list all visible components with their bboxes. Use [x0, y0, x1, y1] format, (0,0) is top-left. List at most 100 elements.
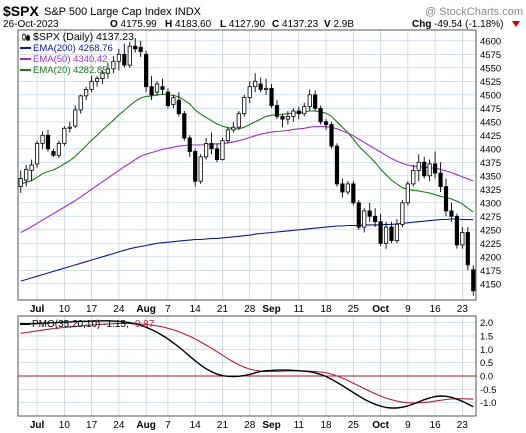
candle [133, 38, 138, 53]
candle [471, 265, 476, 296]
candle-body [454, 215, 460, 246]
x-tick-label: Sep [262, 304, 280, 315]
ohlc-item-c: C 4137.23 [272, 19, 319, 30]
watermark: @ StockCharts.com [425, 6, 523, 18]
price-tick-label: 4275 [480, 212, 501, 223]
candle-body [302, 106, 307, 115]
ema20-line [20, 93, 474, 213]
ohlc-item-h: H 4183.60 [165, 19, 212, 30]
price-tick-label: 4400 [480, 144, 501, 155]
ohlc-value: 4175.99 [118, 19, 157, 30]
candle [45, 129, 51, 152]
candle-body [62, 127, 67, 144]
x-tick-label: 16 [430, 304, 442, 315]
candle-body [356, 202, 361, 228]
ticker-symbol: $SPX [3, 3, 39, 19]
candle [356, 200, 361, 230]
price-tick-label: 4425 [480, 131, 501, 142]
candle [405, 181, 410, 206]
price-pane: 4150 4175 4200 4225 4250 4275 4300 4325 4350 4375… [17, 29, 501, 315]
pmo-pane: Jul 10 17 24 Aug 7 14 21 28 Sep 11 18 25 Oct 9 16 23 -1.0… [17, 315, 496, 431]
pmo-pane-frame [17, 315, 477, 417]
legend-icon-body [22, 34, 26, 40]
pmo-line [20, 320, 474, 409]
candle [465, 227, 470, 271]
candle [400, 200, 405, 228]
legend-icon-body [26, 35, 30, 41]
candle-body [160, 86, 165, 90]
candle [225, 127, 231, 144]
legend-label-ema200: EMA(200) 4268.76 [33, 43, 113, 54]
candle-body [204, 142, 209, 158]
candle-body [460, 232, 465, 246]
legend-label-ema20: EMA(20) 4282.85 [33, 65, 107, 76]
candle [411, 165, 416, 187]
candle-body [416, 161, 421, 171]
candle [34, 140, 40, 168]
candle [29, 159, 34, 182]
candle-body [465, 232, 470, 266]
price-tick-label: 4325 [480, 185, 501, 196]
candle-body [73, 109, 78, 127]
candle-body [351, 183, 356, 204]
candle-body [427, 163, 432, 177]
x-tick-label: 9 [405, 304, 411, 315]
ohlc-value: 4127.90 [226, 19, 265, 30]
candle-body [67, 126, 72, 129]
ohlc-row: O 4175.99 H 4183.60 L 4127.90 C 4137.23 V 2.… [110, 19, 354, 30]
candle [204, 138, 209, 160]
candle [182, 111, 187, 141]
candle [427, 159, 432, 182]
candle [220, 138, 225, 161]
candle-body [405, 183, 410, 204]
candle-body [231, 126, 236, 131]
candle-body [138, 46, 143, 52]
candle [171, 94, 176, 109]
legend-label-ema50: EMA(50) 4340.42 [33, 54, 107, 65]
candle-body [165, 91, 171, 106]
candle [422, 156, 427, 179]
candle-body [89, 80, 94, 90]
pmo-x-tick-label: 14 [190, 420, 202, 431]
candle [176, 92, 181, 117]
candle [111, 55, 116, 74]
candle-body [51, 151, 56, 156]
pmo-x-tick-label: 10 [59, 420, 71, 431]
candle [323, 119, 329, 130]
candle [378, 213, 383, 246]
pmo-x-tick-label: Sep [262, 420, 280, 431]
candle-body [329, 124, 334, 147]
candle-body [144, 53, 149, 88]
candle-body [334, 145, 340, 185]
candle [367, 202, 372, 222]
x-tick-label: 7 [165, 304, 171, 315]
pmo-legend-signal-value: -0.87 [132, 319, 155, 330]
ohlc-item-o: O 4175.99 [110, 19, 157, 30]
candle-body [433, 163, 438, 174]
ohlc-value: 4183.60 [172, 19, 211, 30]
candle [389, 221, 394, 244]
x-tick-label: 21 [217, 304, 229, 315]
x-tick-label: Aug [136, 304, 155, 315]
candle [438, 162, 443, 192]
candle-body [258, 83, 263, 90]
pmo-x-tick-label: 24 [113, 420, 125, 431]
pmo-x-tick-label: Jul [30, 420, 45, 431]
pmo-legend: PMO(35,20,10) -1.15, -0.87 [20, 319, 155, 330]
candle [127, 41, 132, 68]
candle-body [193, 151, 198, 182]
candle [253, 73, 258, 93]
candle [154, 81, 160, 96]
candle-body [345, 183, 350, 193]
candle [149, 75, 154, 101]
pmo-tick-label: 1.5 [480, 332, 493, 343]
ohlc-value: 4137.23 [279, 19, 318, 30]
pmo-tick-label: -1.0 [480, 398, 496, 409]
candle [345, 181, 350, 195]
price-tick-label: 4575 [480, 50, 501, 61]
ohlc-key: V [324, 19, 331, 30]
candle-body [383, 226, 389, 244]
price-tick-label: 4350 [480, 171, 501, 182]
price-tick-label: 4500 [480, 90, 501, 101]
candle-body [389, 226, 394, 242]
